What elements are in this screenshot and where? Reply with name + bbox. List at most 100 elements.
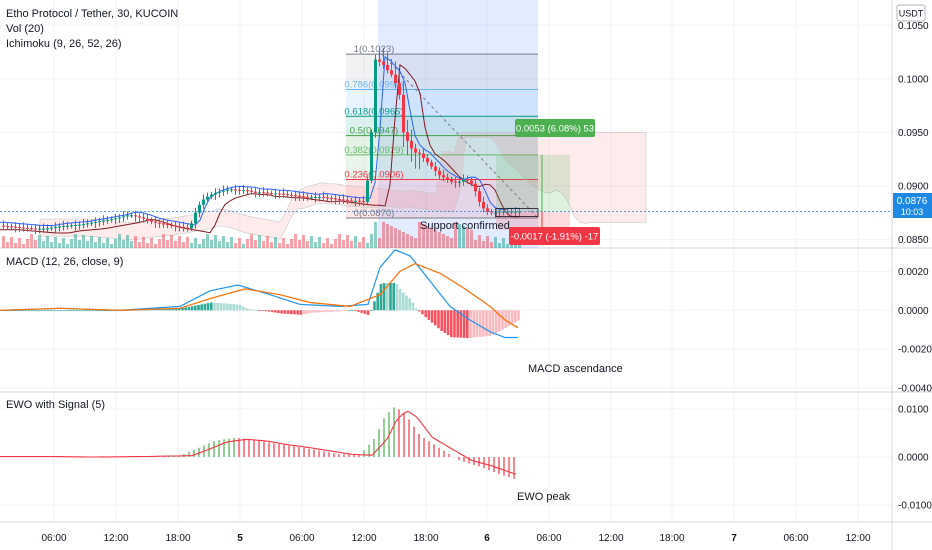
candle-body bbox=[38, 228, 41, 230]
fib-retracement[interactable]: 1(0.1023)0.786(0.0990)0.618(0.0965)0.5(0… bbox=[344, 44, 539, 219]
volume-bar bbox=[118, 234, 121, 248]
ewo-signal-line bbox=[0, 410, 517, 475]
macd-histogram-bar bbox=[414, 308, 418, 311]
currency-badge-box[interactable] bbox=[896, 4, 926, 22]
macd-histogram-bar bbox=[373, 301, 376, 311]
fib-level-label-5: 0.236(0.0906) bbox=[344, 169, 403, 180]
candle-body bbox=[110, 219, 113, 221]
candle-body bbox=[134, 215, 137, 217]
macd-histogram-bar bbox=[386, 283, 389, 311]
macd-histogram-bar bbox=[354, 310, 357, 312]
macd-histogram-bar bbox=[408, 298, 411, 311]
volume-bar bbox=[250, 234, 253, 248]
macd-histogram-bar bbox=[405, 295, 408, 311]
candle-body bbox=[350, 200, 353, 202]
volume-bar bbox=[278, 243, 281, 248]
macd-histogram-bar bbox=[299, 310, 303, 315]
macd-histogram-bar bbox=[376, 292, 379, 311]
candle-body bbox=[494, 212, 497, 214]
macd-histogram-bar bbox=[184, 307, 187, 311]
profit-target-label[interactable]: 0.0053 (6.08%) 53 bbox=[516, 124, 594, 135]
candle-body bbox=[254, 191, 257, 193]
time-axis-label-13: 12:00 bbox=[845, 533, 870, 544]
volume-bar bbox=[426, 226, 429, 248]
macd-histogram-bar bbox=[37, 310, 40, 312]
candle-body bbox=[198, 204, 201, 213]
profit-target-badge[interactable] bbox=[515, 119, 595, 137]
macd-histogram-bar bbox=[24, 310, 27, 312]
volume-bar bbox=[218, 241, 221, 248]
macd-histogram-bar bbox=[232, 304, 235, 311]
ewo-axis-label-1: 0.0000 bbox=[898, 453, 929, 464]
ewo-indicator-label[interactable]: EWO with Signal (5) bbox=[6, 399, 105, 411]
macd-histogram-bar bbox=[238, 304, 242, 311]
candle-body bbox=[106, 219, 109, 221]
macd-histogram-bar bbox=[382, 283, 386, 311]
macd-indicator-label[interactable]: MACD (12, 26, close, 9) bbox=[6, 256, 123, 268]
volume-bar bbox=[138, 242, 141, 248]
symbol-title[interactable]: Etho Protocol / Tether, 30, KUCOIN bbox=[6, 8, 178, 20]
macd-histogram-bar bbox=[370, 309, 373, 311]
volume-bar bbox=[126, 235, 129, 248]
volume-bar bbox=[162, 234, 165, 248]
macd-histogram-bar bbox=[456, 310, 459, 338]
candle-body bbox=[6, 226, 9, 228]
candle-body bbox=[118, 217, 121, 219]
candle-body bbox=[102, 220, 105, 222]
support-annotation[interactable]: Support confirmed bbox=[420, 220, 510, 232]
candle-body bbox=[150, 220, 153, 222]
macd-histogram-bar bbox=[101, 310, 104, 312]
candle-body bbox=[238, 189, 241, 191]
volume-bar bbox=[166, 240, 169, 248]
stop-loss-badge[interactable] bbox=[509, 227, 600, 245]
loss-zone bbox=[496, 211, 570, 230]
macd-histogram-bar bbox=[424, 310, 427, 318]
volume-bar bbox=[246, 239, 249, 248]
volume-bar bbox=[270, 242, 273, 248]
ichimoku-indicator-label[interactable]: Ichimoku (9, 26, 52, 26) bbox=[6, 38, 122, 50]
volume-bar bbox=[194, 238, 197, 248]
volume-bar bbox=[66, 244, 69, 248]
candle-body bbox=[338, 199, 341, 201]
candle-body bbox=[154, 221, 157, 223]
macd-histogram-bar bbox=[430, 310, 434, 323]
volume-bar bbox=[90, 236, 93, 248]
macd-annotation[interactable]: MACD ascendance bbox=[528, 363, 623, 375]
currency-badge[interactable]: USDT bbox=[899, 9, 924, 19]
current-price-badge bbox=[893, 193, 932, 218]
ewo-annotation[interactable]: EWO peak bbox=[517, 491, 571, 503]
candle-body bbox=[474, 183, 477, 192]
macd-histogram-bar bbox=[43, 310, 47, 312]
macd-histogram-bar bbox=[277, 310, 280, 314]
candle-body bbox=[382, 61, 385, 65]
candle-body bbox=[166, 224, 169, 226]
candle-body bbox=[462, 179, 465, 182]
macd-histogram-bar bbox=[155, 309, 159, 311]
macd-histogram-bar bbox=[40, 310, 43, 312]
candle-body bbox=[214, 192, 217, 195]
candle-body bbox=[182, 226, 185, 228]
volume-bar bbox=[106, 238, 109, 248]
macd-axis-label-0: 0.0020 bbox=[898, 267, 929, 278]
candle-body bbox=[302, 196, 305, 198]
volume-bar bbox=[122, 240, 125, 248]
candle-body bbox=[378, 59, 381, 62]
fib-zone-1 bbox=[346, 89, 538, 117]
long-position-tool[interactable] bbox=[0, 154, 892, 230]
volume-bar bbox=[150, 238, 153, 248]
ewo-axis-label-2: -0.0100 bbox=[898, 501, 932, 512]
macd-histogram-bar bbox=[197, 304, 200, 311]
time-axis-label-12: 06:00 bbox=[783, 533, 808, 544]
macd-histogram-bar bbox=[498, 310, 501, 332]
volume-bar bbox=[2, 236, 5, 248]
candle-body bbox=[234, 189, 237, 191]
macd-histogram-bar bbox=[72, 310, 75, 312]
macd-histogram-bar bbox=[494, 310, 498, 334]
volume-indicator-label[interactable]: Vol (20) bbox=[6, 23, 44, 35]
volume-bar bbox=[346, 235, 349, 248]
stop-loss-label[interactable]: -0.0017 (-1.91%) -17 bbox=[511, 232, 599, 243]
candle-body bbox=[46, 228, 49, 230]
macd-histogram-bar bbox=[59, 310, 63, 312]
